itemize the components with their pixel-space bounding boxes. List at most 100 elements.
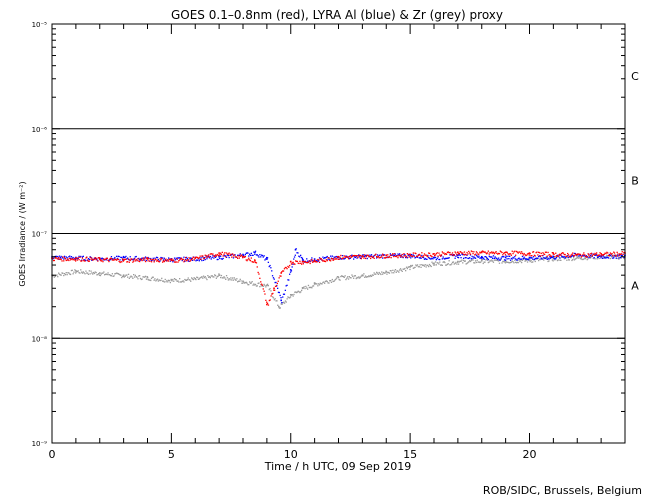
- series-dot: [139, 260, 141, 263]
- series-dot: [506, 258, 508, 260]
- series-dot: [86, 256, 88, 258]
- series-dot: [435, 264, 437, 266]
- series-dot: [144, 259, 146, 261]
- series-dot: [81, 256, 84, 258]
- data-point: [146, 276, 149, 279]
- series-dot: [105, 259, 107, 261]
- series-dot: [509, 253, 511, 255]
- series-dot: [549, 254, 551, 256]
- series-dot: [273, 299, 275, 301]
- series-dot: [204, 258, 206, 261]
- series-dot: [570, 254, 572, 256]
- series-dot: [274, 285, 277, 287]
- series-dot: [455, 252, 457, 254]
- series-dot: [192, 278, 194, 281]
- series-dot: [599, 252, 601, 254]
- series-dot: [309, 262, 311, 265]
- series-dot: [244, 282, 246, 284]
- series-dot: [485, 259, 487, 261]
- series-dot: [520, 258, 522, 260]
- series-dot: [70, 256, 73, 258]
- series-dot: [444, 261, 446, 264]
- series-dot: [513, 257, 515, 259]
- series-dot: [126, 274, 128, 276]
- series-dot: [378, 257, 380, 259]
- series-dot: [178, 257, 180, 259]
- series-dot: [431, 257, 433, 259]
- series-dot: [58, 255, 61, 257]
- series-dot: [557, 259, 559, 261]
- series-dot: [71, 258, 73, 260]
- series-dot: [414, 266, 416, 268]
- series-dot: [563, 256, 565, 258]
- series-dot: [322, 256, 324, 258]
- series-dot: [240, 280, 242, 282]
- series-dot: [434, 261, 437, 263]
- series-dot: [407, 254, 409, 257]
- series-dot: [445, 264, 448, 266]
- series-dot: [339, 279, 341, 281]
- series-dot: [58, 258, 60, 260]
- series-dot: [484, 251, 486, 253]
- series-dot: [584, 255, 587, 257]
- series-dot: [266, 302, 269, 304]
- series-dot: [69, 273, 71, 275]
- series-dot: [110, 257, 113, 260]
- series-dot: [368, 275, 370, 277]
- series-dot: [422, 255, 425, 257]
- series-dot: [113, 275, 115, 277]
- series-dot: [261, 284, 264, 286]
- series-dot: [315, 260, 317, 262]
- series-dot: [388, 256, 390, 258]
- series-dot: [135, 276, 137, 278]
- series-dot: [63, 274, 65, 277]
- series-dot: [54, 257, 56, 259]
- series-dot: [596, 256, 599, 258]
- series-dot: [563, 258, 565, 260]
- series-dot: [219, 254, 221, 256]
- series-dot: [138, 260, 140, 262]
- series-dot: [469, 260, 472, 263]
- series-dot: [250, 252, 252, 254]
- series-dot: [285, 285, 287, 287]
- series-dot: [282, 296, 284, 298]
- series-dot: [184, 259, 186, 261]
- series-dot: [430, 265, 432, 268]
- series-dot: [460, 251, 462, 253]
- series-dot: [558, 254, 560, 256]
- series-dot: [400, 269, 402, 271]
- series-dot: [563, 253, 565, 256]
- series-dot: [414, 252, 416, 254]
- series-dot: [127, 261, 129, 263]
- series-dot: [270, 290, 272, 292]
- series-dot: [322, 260, 324, 262]
- series-dot: [130, 258, 132, 260]
- series-dot: [300, 262, 302, 264]
- series-dot: [256, 254, 258, 256]
- series-dot: [206, 278, 208, 281]
- series-dot: [283, 293, 286, 295]
- series-dot: [438, 258, 440, 261]
- series-dot: [498, 253, 501, 255]
- series-dot: [300, 256, 303, 259]
- series-dot: [517, 258, 519, 260]
- series-dot: [586, 256, 588, 258]
- series-dot: [357, 256, 359, 259]
- series-dot: [523, 256, 525, 258]
- series-dot: [453, 254, 455, 256]
- series-dot: [331, 255, 333, 257]
- series-dot: [199, 255, 201, 257]
- series-dot: [271, 270, 273, 272]
- series-dot: [607, 257, 610, 259]
- data-point: [600, 253, 602, 255]
- data-point: [385, 271, 388, 273]
- series-dot: [110, 258, 112, 261]
- series-dot: [485, 252, 487, 254]
- series-dot: [543, 253, 545, 255]
- series-dot: [144, 260, 147, 263]
- series-dot: [168, 279, 170, 281]
- series-dot: [140, 258, 142, 260]
- series-dot: [74, 259, 76, 261]
- series-dot: [165, 281, 167, 283]
- series-dot: [204, 276, 206, 278]
